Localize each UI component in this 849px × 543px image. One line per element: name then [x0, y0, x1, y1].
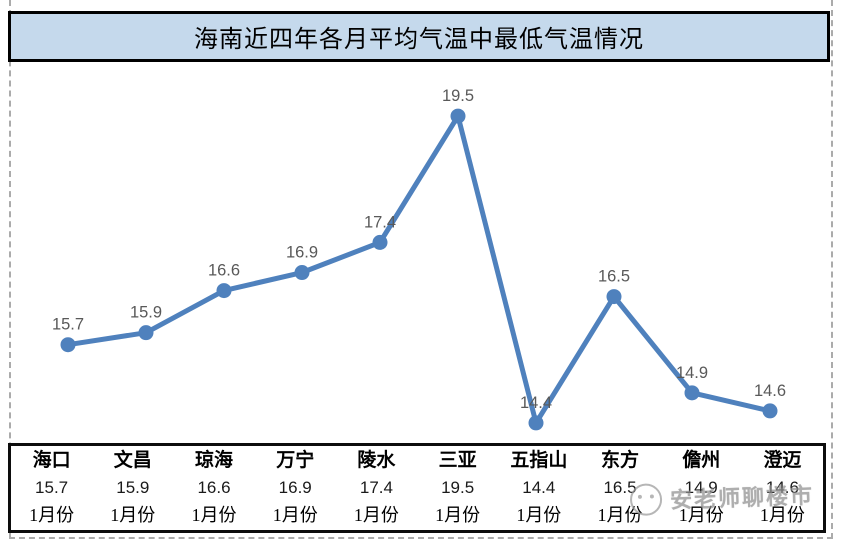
month-cell: 1月份	[110, 504, 156, 525]
city-cell: 陵水	[357, 450, 396, 472]
city-cell: 三亚	[438, 450, 477, 472]
data-point-marker	[372, 234, 388, 250]
month-cell: 1月份	[191, 504, 237, 525]
value-cell: 19.5	[441, 478, 475, 498]
city-cell: 澄迈	[763, 450, 802, 472]
value-cell: 14.4	[522, 478, 556, 498]
month-cell: 1月份	[272, 504, 318, 525]
data-table: 海口 文昌 琼海 万宁 陵水 三亚 五指山 东方 儋州 澄迈 15.7 15.9 16.6 16.9 17…	[8, 443, 826, 533]
chart-title: 海南近四年各月平均气温中最低气温情况	[194, 27, 644, 53]
value-cell: 16.5	[603, 478, 637, 498]
data-point-label: 16.9	[286, 244, 318, 262]
city-cell: 琼海	[195, 450, 234, 472]
data-point-marker	[528, 415, 544, 431]
month-cell: 1月份	[597, 504, 643, 525]
month-cell: 1月份	[516, 504, 562, 525]
data-point-marker	[684, 385, 700, 401]
month-cell: 1月份	[353, 504, 399, 525]
data-point-label: 14.6	[754, 382, 786, 400]
data-point-marker	[216, 283, 232, 299]
data-point-label: 14.9	[676, 364, 708, 382]
data-point-label: 15.7	[52, 316, 84, 334]
value-cell: 14.6	[765, 478, 799, 498]
data-point-marker	[450, 108, 466, 124]
value-cell: 14.9	[684, 478, 718, 498]
city-cell: 万宁	[276, 450, 315, 472]
data-point-label: 16.6	[208, 262, 240, 280]
data-point-label: 17.4	[364, 213, 396, 231]
data-point-label: 16.5	[598, 268, 630, 286]
value-cell: 15.9	[116, 478, 150, 498]
chart-outer-frame	[9, 0, 833, 539]
city-cell: 儋州	[682, 450, 721, 472]
month-cell: 1月份	[29, 504, 75, 525]
data-point-label: 19.5	[442, 87, 474, 105]
month-cell: 1月份	[759, 504, 805, 525]
data-point-marker	[294, 265, 310, 281]
table-row-months: 1月份 1月份 1月份 1月份 1月份 1月份 1月份 1月份 1月份 1月份	[11, 502, 823, 529]
month-cell: 1月份	[435, 504, 481, 525]
data-point-label: 14.4	[520, 394, 552, 412]
city-cell: 五指山	[510, 450, 568, 472]
temperature-series-line	[65, 113, 773, 426]
data-point-marker	[138, 325, 154, 341]
table-row-cities: 海口 文昌 琼海 万宁 陵水 三亚 五指山 东方 儋州 澄迈	[11, 447, 823, 474]
city-cell: 东方	[601, 450, 640, 472]
value-cell: 15.7	[35, 478, 69, 498]
value-cell: 17.4	[359, 478, 393, 498]
data-point-marker	[762, 403, 778, 419]
data-point-marker	[606, 289, 622, 305]
month-cell: 1月份	[678, 504, 724, 525]
data-point-marker	[60, 337, 76, 353]
value-cell: 16.9	[278, 478, 312, 498]
table-row-values: 15.7 15.9 16.6 16.9 17.4 19.5 14.4 16.5 14.9 14.6	[11, 474, 823, 501]
value-cell: 16.6	[197, 478, 231, 498]
data-point-label: 15.9	[130, 304, 162, 322]
chart-title-box: 海南近四年各月平均气温中最低气温情况	[8, 11, 830, 62]
city-cell: 海口	[32, 450, 71, 472]
city-cell: 文昌	[113, 450, 152, 472]
